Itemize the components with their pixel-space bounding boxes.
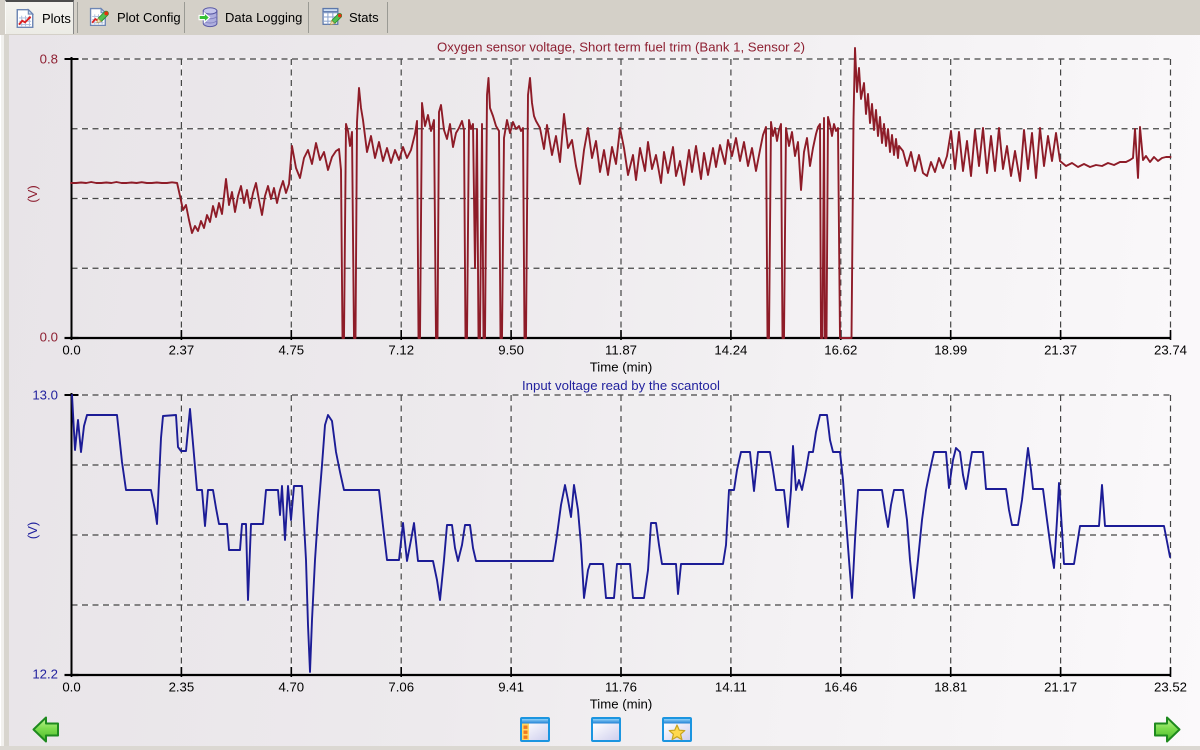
svg-text:11.87: 11.87 [605, 342, 637, 357]
svg-text:0.0: 0.0 [62, 679, 80, 694]
svg-text:7.12: 7.12 [388, 342, 414, 357]
svg-text:18.99: 18.99 [934, 342, 967, 357]
svg-text:16.62: 16.62 [824, 342, 857, 357]
svg-text:18.81: 18.81 [934, 679, 967, 694]
svg-text:21.37: 21.37 [1044, 342, 1077, 357]
svg-text:13.0: 13.0 [32, 388, 58, 403]
svg-text:2.37: 2.37 [169, 342, 195, 357]
svg-text:23.52: 23.52 [1154, 679, 1187, 694]
svg-text:4.75: 4.75 [278, 342, 304, 357]
svg-text:(V): (V) [25, 185, 40, 203]
svg-text:(V): (V) [25, 522, 40, 540]
svg-text:Oxygen sensor voltage, Short t: Oxygen sensor voltage, Short term fuel t… [437, 40, 805, 55]
svg-text:12.2: 12.2 [32, 667, 58, 682]
svg-text:16.46: 16.46 [824, 679, 857, 694]
svg-text:0.8: 0.8 [40, 52, 58, 67]
svg-text:14.11: 14.11 [715, 679, 747, 694]
svg-text:0.0: 0.0 [40, 330, 58, 345]
svg-text:7.06: 7.06 [388, 679, 414, 694]
svg-text:9.41: 9.41 [498, 679, 524, 694]
svg-text:23.74: 23.74 [1154, 342, 1187, 357]
svg-text:2.35: 2.35 [169, 679, 195, 694]
svg-text:9.50: 9.50 [498, 342, 524, 357]
svg-text:4.70: 4.70 [278, 679, 304, 694]
svg-text:14.24: 14.24 [714, 342, 747, 357]
svg-text:0.0: 0.0 [62, 342, 80, 357]
svg-text:Time (min): Time (min) [590, 360, 653, 375]
svg-text:Time (min): Time (min) [590, 697, 653, 712]
svg-text:11.76: 11.76 [605, 679, 637, 694]
svg-text:Input voltage read by the scan: Input voltage read by the scantool [522, 378, 720, 393]
svg-text:21.17: 21.17 [1044, 679, 1077, 694]
